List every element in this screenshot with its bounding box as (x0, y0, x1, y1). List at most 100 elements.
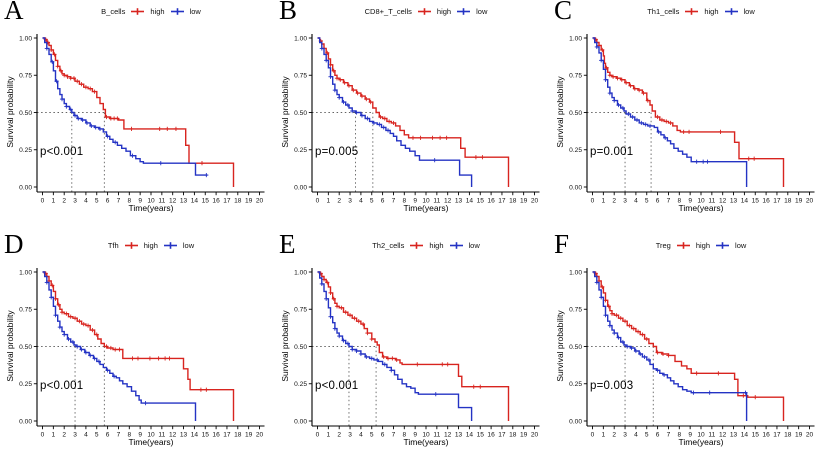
svg-text:11: 11 (433, 432, 440, 439)
svg-text:0.75: 0.75 (294, 307, 307, 314)
svg-text:7: 7 (117, 432, 121, 439)
km-plot-c: 0 1 2 3 4 5 6 7 8 9 10 11 12 13 14 15 16 17 18 19 201.000.75… (569, 34, 815, 205)
svg-text:2: 2 (337, 432, 341, 439)
svg-text:0.25: 0.25 (294, 381, 307, 388)
svg-text:4: 4 (84, 198, 88, 205)
high-censor-marks (593, 37, 757, 161)
legend-low-label: low (476, 7, 488, 16)
svg-text:14: 14 (741, 432, 749, 439)
svg-text:8: 8 (677, 432, 681, 439)
svg-text:17: 17 (223, 432, 231, 439)
svg-text:11: 11 (158, 198, 165, 205)
svg-text:16: 16 (212, 198, 220, 205)
high-curve-legend-marker (684, 7, 699, 16)
high-survival-curve (42, 37, 235, 187)
svg-text:11: 11 (433, 198, 440, 205)
y-axis-ticks: 1.00 0.75 0.50 0.25 0.00 (294, 35, 312, 191)
svg-text:18: 18 (784, 432, 792, 439)
svg-text:0.25: 0.25 (569, 147, 582, 154)
svg-text:20: 20 (531, 432, 539, 439)
svg-text:0: 0 (316, 198, 320, 205)
svg-text:15: 15 (202, 432, 210, 439)
x-axis-ticks: 0 1 2 3 4 5 6 7 8 9 10 11 12 13 14 15 16 17 18 19 20 (591, 426, 813, 439)
km-plot-f: 0 1 2 3 4 5 6 7 8 9 10 11 12 13 14 15 16 17 18 19 201.000.75… (569, 268, 815, 439)
svg-text:0.50: 0.50 (569, 344, 582, 351)
svg-text:10: 10 (697, 432, 705, 439)
svg-text:0.25: 0.25 (19, 147, 32, 154)
svg-text:2: 2 (62, 432, 66, 439)
svg-text:0.50: 0.50 (19, 110, 32, 117)
y-axis-ticks: 1.00 0.75 0.50 0.25 0.00 (19, 269, 37, 425)
high-curve-legend-marker (417, 7, 432, 16)
legend-group-label: Tfh (107, 241, 119, 250)
svg-text:1.00: 1.00 (19, 35, 32, 42)
svg-text:16: 16 (762, 432, 770, 439)
svg-text:5: 5 (645, 198, 649, 205)
svg-text:15: 15 (477, 198, 485, 205)
svg-text:8: 8 (127, 432, 131, 439)
x-axis-label: Time(years) (403, 437, 449, 447)
low-curve-legend-marker (449, 241, 464, 250)
svg-text:5: 5 (645, 432, 649, 439)
x-axis-label: Time(years) (403, 203, 449, 213)
svg-text:11: 11 (708, 198, 715, 205)
svg-text:19: 19 (245, 198, 253, 205)
km-plot-b: 0 1 2 3 4 5 6 7 8 9 10 11 12 13 14 15 16 17 18 19 201.000.75… (294, 34, 540, 205)
panel-letter-e: E (279, 229, 296, 259)
svg-text:7: 7 (667, 198, 671, 205)
legend-f: Treg high low (587, 241, 815, 250)
high-curve-legend-marker (124, 241, 139, 250)
svg-text:2: 2 (62, 198, 66, 205)
svg-text:12: 12 (444, 198, 452, 205)
svg-text:3: 3 (623, 432, 627, 439)
axes (311, 268, 540, 427)
high-survival-curve (592, 271, 785, 421)
svg-text:11: 11 (708, 432, 715, 439)
legend-low-label: low (182, 241, 195, 250)
svg-text:0.50: 0.50 (569, 110, 582, 117)
svg-text:16: 16 (487, 432, 495, 439)
low-censor-marks (44, 280, 148, 406)
svg-text:4: 4 (634, 198, 638, 205)
svg-text:14: 14 (741, 198, 749, 205)
y-axis-ticks: 1.00 0.75 0.50 0.25 0.00 (294, 269, 312, 425)
svg-text:3: 3 (623, 198, 627, 205)
svg-text:18: 18 (784, 198, 792, 205)
legend-high-label: high (704, 7, 719, 16)
high-survival-curve (42, 271, 235, 421)
y-axis-label: Survival probability (5, 76, 15, 148)
svg-text:0.75: 0.75 (569, 307, 582, 314)
svg-text:0.00: 0.00 (569, 184, 582, 191)
p-value-annotation: p=0.005 (315, 146, 359, 158)
axes (586, 34, 815, 193)
svg-text:0.75: 0.75 (294, 73, 307, 80)
legend-high-label: high (429, 241, 444, 250)
svg-text:16: 16 (212, 432, 220, 439)
median-guide-lines (312, 112, 374, 192)
svg-text:12: 12 (719, 432, 727, 439)
svg-text:10: 10 (422, 198, 430, 205)
svg-text:9: 9 (688, 198, 692, 205)
high-survival-curve (592, 37, 785, 187)
p-value-annotation: p=0.003 (590, 380, 634, 392)
y-axis-label: Survival probability (555, 310, 565, 382)
legend-low-label: low (189, 7, 201, 16)
svg-text:12: 12 (169, 198, 177, 205)
legend-group-label: CD8+_T_cells (364, 7, 412, 16)
svg-text:17: 17 (773, 198, 781, 205)
median-guide-lines (37, 112, 105, 192)
svg-text:19: 19 (795, 432, 803, 439)
panel-b: B CD8+_T_cells high low 0 1 2 3 4 5 6 7 8 9 10 11 12… (275, 0, 550, 234)
x-axis-ticks: 0 1 2 3 4 5 6 7 8 9 10 11 12 13 14 15 16 17 18 19 20 (41, 192, 263, 205)
axes (311, 34, 540, 193)
svg-text:15: 15 (752, 198, 760, 205)
svg-text:0.00: 0.00 (19, 418, 32, 425)
svg-text:1.00: 1.00 (569, 35, 582, 42)
svg-text:6: 6 (381, 198, 385, 205)
svg-text:1: 1 (52, 198, 56, 205)
svg-text:2: 2 (612, 432, 616, 439)
svg-text:12: 12 (719, 198, 727, 205)
svg-text:1: 1 (327, 198, 331, 205)
svg-text:16: 16 (487, 198, 495, 205)
